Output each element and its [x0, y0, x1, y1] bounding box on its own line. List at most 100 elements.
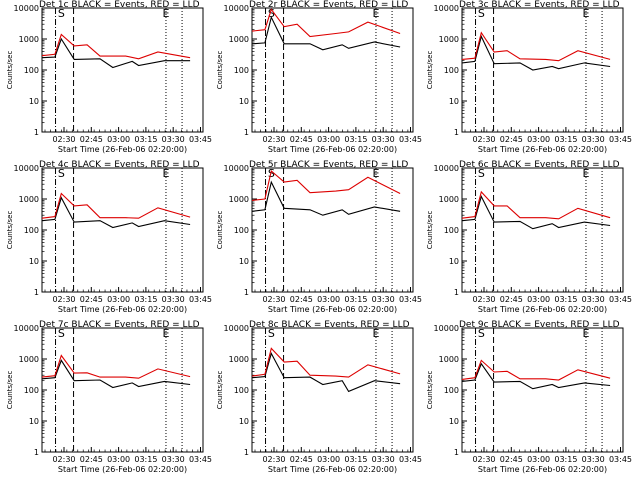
- x-tick-label: 03:15: [344, 455, 367, 464]
- x-tick-label: 03:30: [372, 295, 395, 304]
- y-tick-label: 100: [444, 386, 459, 395]
- y-tick-label: 1: [34, 128, 39, 137]
- marker-label-e: E: [372, 327, 379, 340]
- marker-label-s: S: [268, 7, 275, 20]
- y-tick-label: 1: [34, 448, 39, 457]
- x-tick-label: 02:45: [80, 295, 103, 304]
- marker-label-s: S: [268, 167, 275, 180]
- y-axis-label: Counts/sec: [216, 211, 224, 250]
- detector-panel-9: Det 9c BLACK = Events, RED = LLD 1 10 100 10…: [426, 320, 632, 474]
- plot-frame: [41, 167, 204, 293]
- marker-label-s: S: [58, 7, 65, 20]
- marker-label-e: E: [582, 7, 589, 20]
- x-tick-label: 03:30: [582, 455, 605, 464]
- events-series-line: [41, 37, 191, 69]
- lld-series-line: [41, 354, 191, 379]
- x-tick-label: 02:30: [472, 455, 495, 464]
- y-tick-label: 1000: [19, 355, 39, 364]
- plot-frame: [461, 167, 624, 293]
- lld-series-line: [41, 192, 191, 219]
- x-tick-label: 03:00: [317, 455, 340, 464]
- y-tick-label: 1: [244, 448, 249, 457]
- lld-series-line: [461, 359, 611, 381]
- plot-frame: [251, 327, 414, 453]
- x-axis-label: Start Time (26-Feb-06 02:20:00): [268, 145, 397, 154]
- x-tick-label: 02:30: [262, 135, 285, 144]
- x-axis-label: Start Time (26-Feb-06 02:20:00): [478, 145, 607, 154]
- y-axis-label: Counts/sec: [426, 211, 434, 250]
- lld-series-line: [251, 169, 401, 201]
- marker-label-s: S: [478, 167, 485, 180]
- y-tick-label: 1: [454, 128, 459, 137]
- x-tick-label: 02:45: [500, 135, 523, 144]
- plot-frame: [461, 7, 624, 133]
- y-tick-label: 1000: [229, 35, 249, 44]
- x-tick-label: 03:00: [107, 455, 130, 464]
- y-tick-label: 1000: [439, 35, 459, 44]
- x-tick-label: 02:45: [80, 135, 103, 144]
- x-tick-label: 03:30: [582, 135, 605, 144]
- detector-panel-7: Det 7c BLACK = Events, RED = LLD 1 10 100 10…: [6, 320, 212, 474]
- y-tick-label: 1: [454, 448, 459, 457]
- x-tick-label: 03:00: [107, 295, 130, 304]
- x-tick-label: 03:15: [554, 135, 577, 144]
- marker-label-e: E: [582, 167, 589, 180]
- x-tick-label: 02:30: [52, 135, 75, 144]
- y-tick-label: 10: [449, 97, 459, 106]
- x-tick-label: 03:30: [582, 295, 605, 304]
- y-tick-label: 10: [239, 97, 249, 106]
- detector-panel-6: Det 6c BLACK = Events, RED = LLD 1 10 100 10…: [426, 160, 632, 314]
- y-tick-label: 10: [29, 257, 39, 266]
- y-tick-label: 1: [34, 288, 39, 297]
- x-tick-label: 03:30: [162, 455, 185, 464]
- y-tick-label: 10000: [224, 4, 249, 13]
- events-series-line: [41, 359, 191, 389]
- events-series-line: [251, 180, 401, 216]
- marker-label-e: E: [582, 327, 589, 340]
- marker-label-e: E: [162, 7, 169, 20]
- x-tick-label: 02:45: [290, 455, 313, 464]
- y-tick-label: 10: [239, 417, 249, 426]
- y-tick-label: 10: [239, 257, 249, 266]
- plot-frame: [41, 7, 204, 133]
- x-tick-label: 03:00: [107, 135, 130, 144]
- y-tick-label: 100: [234, 66, 249, 75]
- x-tick-label: 03:45: [189, 295, 212, 304]
- events-series-line: [251, 15, 401, 51]
- y-tick-label: 1: [454, 288, 459, 297]
- x-tick-label: 03:45: [399, 295, 422, 304]
- panel-title: Det 3c BLACK = Events, RED = LLD: [459, 0, 620, 10]
- x-tick-label: 02:30: [472, 295, 495, 304]
- events-series-line: [251, 352, 401, 393]
- marker-label-s: S: [478, 327, 485, 340]
- y-tick-label: 100: [234, 226, 249, 235]
- y-tick-label: 1000: [19, 35, 39, 44]
- y-axis-label: Counts/sec: [216, 51, 224, 90]
- detector-panel-2: Det 2r BLACK = Events, RED = LLD 1 10 100 10…: [216, 0, 422, 154]
- x-tick-label: 02:45: [500, 295, 523, 304]
- panel-title: Det 6c BLACK = Events, RED = LLD: [459, 160, 620, 170]
- y-tick-label: 100: [24, 226, 39, 235]
- y-tick-label: 10: [449, 417, 459, 426]
- marker-label-e: E: [372, 167, 379, 180]
- marker-label-e: E: [372, 7, 379, 20]
- x-tick-label: 03:45: [189, 135, 212, 144]
- y-tick-label: 1: [244, 288, 249, 297]
- plot-frame: [461, 327, 624, 453]
- x-tick-label: 03:45: [609, 135, 632, 144]
- marker-label-e: E: [162, 327, 169, 340]
- y-tick-label: 10: [449, 257, 459, 266]
- x-tick-label: 03:15: [134, 135, 157, 144]
- marker-label-s: S: [268, 327, 275, 340]
- y-tick-label: 10000: [14, 164, 39, 173]
- x-tick-label: 03:45: [399, 135, 422, 144]
- marker-label-e: E: [162, 167, 169, 180]
- x-axis-label: Start Time (26-Feb-06 02:20:00): [58, 465, 187, 474]
- x-tick-label: 02:45: [290, 295, 313, 304]
- marker-label-s: S: [478, 7, 485, 20]
- y-axis-label: Counts/sec: [426, 371, 434, 410]
- y-tick-label: 100: [24, 66, 39, 75]
- y-tick-label: 1000: [19, 195, 39, 204]
- x-tick-label: 02:45: [290, 135, 313, 144]
